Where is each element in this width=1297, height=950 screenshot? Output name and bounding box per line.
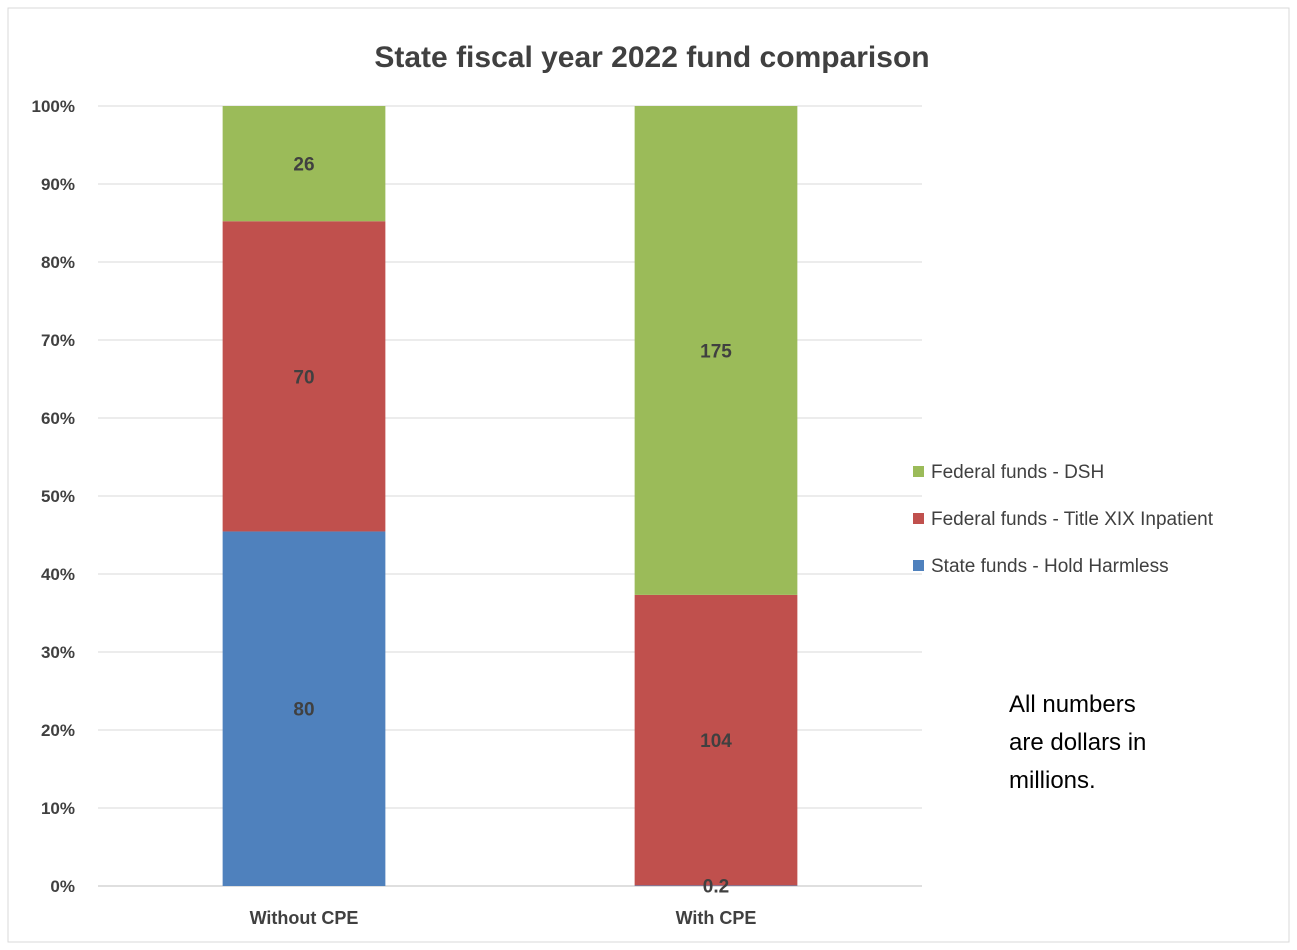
- data-label: 175: [700, 341, 732, 362]
- bar-segment: [222, 106, 386, 222]
- y-tick-label: 90%: [41, 175, 75, 194]
- data-label: 104: [700, 731, 732, 752]
- note-line: are dollars in: [1009, 729, 1146, 756]
- y-tick-label: 60%: [41, 409, 75, 428]
- y-tick-label: 80%: [41, 253, 75, 272]
- bar-segment: [634, 885, 798, 886]
- note-line: All numbers: [1009, 691, 1136, 718]
- y-tick-label: 40%: [41, 565, 75, 584]
- legend: Federal funds - DSH Federal funds - Title…: [913, 462, 1214, 577]
- y-tick-label: 100%: [32, 97, 75, 116]
- note-line: millions.: [1009, 767, 1096, 794]
- data-label: 26: [293, 155, 314, 176]
- data-label: 0.2: [703, 877, 729, 898]
- legend-swatch: [913, 513, 924, 524]
- legend-swatch: [913, 466, 924, 477]
- y-tick-label: 10%: [41, 799, 75, 818]
- bar-segment: [634, 106, 798, 595]
- y-tick-label: 0%: [50, 877, 75, 896]
- legend-label: Federal funds - Title XIX Inpatient: [931, 509, 1214, 530]
- y-tick-label: 30%: [41, 643, 75, 662]
- units-note: All numbers are dollars in millions.: [1009, 691, 1146, 794]
- data-label: 80: [293, 700, 314, 721]
- legend-label: State funds - Hold Harmless: [931, 556, 1169, 577]
- x-tick-label: With CPE: [676, 908, 757, 928]
- data-labels: 80 70 26 0.2 104 175: [293, 155, 732, 898]
- y-tick-label: 50%: [41, 487, 75, 506]
- legend-swatch: [913, 560, 924, 571]
- bar-segment: [222, 221, 386, 532]
- chart-title: State fiscal year 2022 fund comparison: [374, 41, 929, 74]
- x-tick-label: Without CPE: [250, 908, 359, 928]
- y-tick-label: 20%: [41, 721, 75, 740]
- bar-segments: [222, 106, 798, 886]
- legend-label: Federal funds - DSH: [931, 462, 1104, 483]
- data-label: 70: [293, 367, 314, 388]
- bar-segment: [634, 594, 798, 886]
- y-tick-label: 70%: [41, 331, 75, 350]
- bar-segment: [222, 531, 386, 886]
- x-axis-tick-labels: Without CPE With CPE: [250, 908, 757, 928]
- y-axis-tick-labels: 0% 10% 20% 30% 40% 50% 60% 70% 80% 90% 100%: [32, 97, 75, 896]
